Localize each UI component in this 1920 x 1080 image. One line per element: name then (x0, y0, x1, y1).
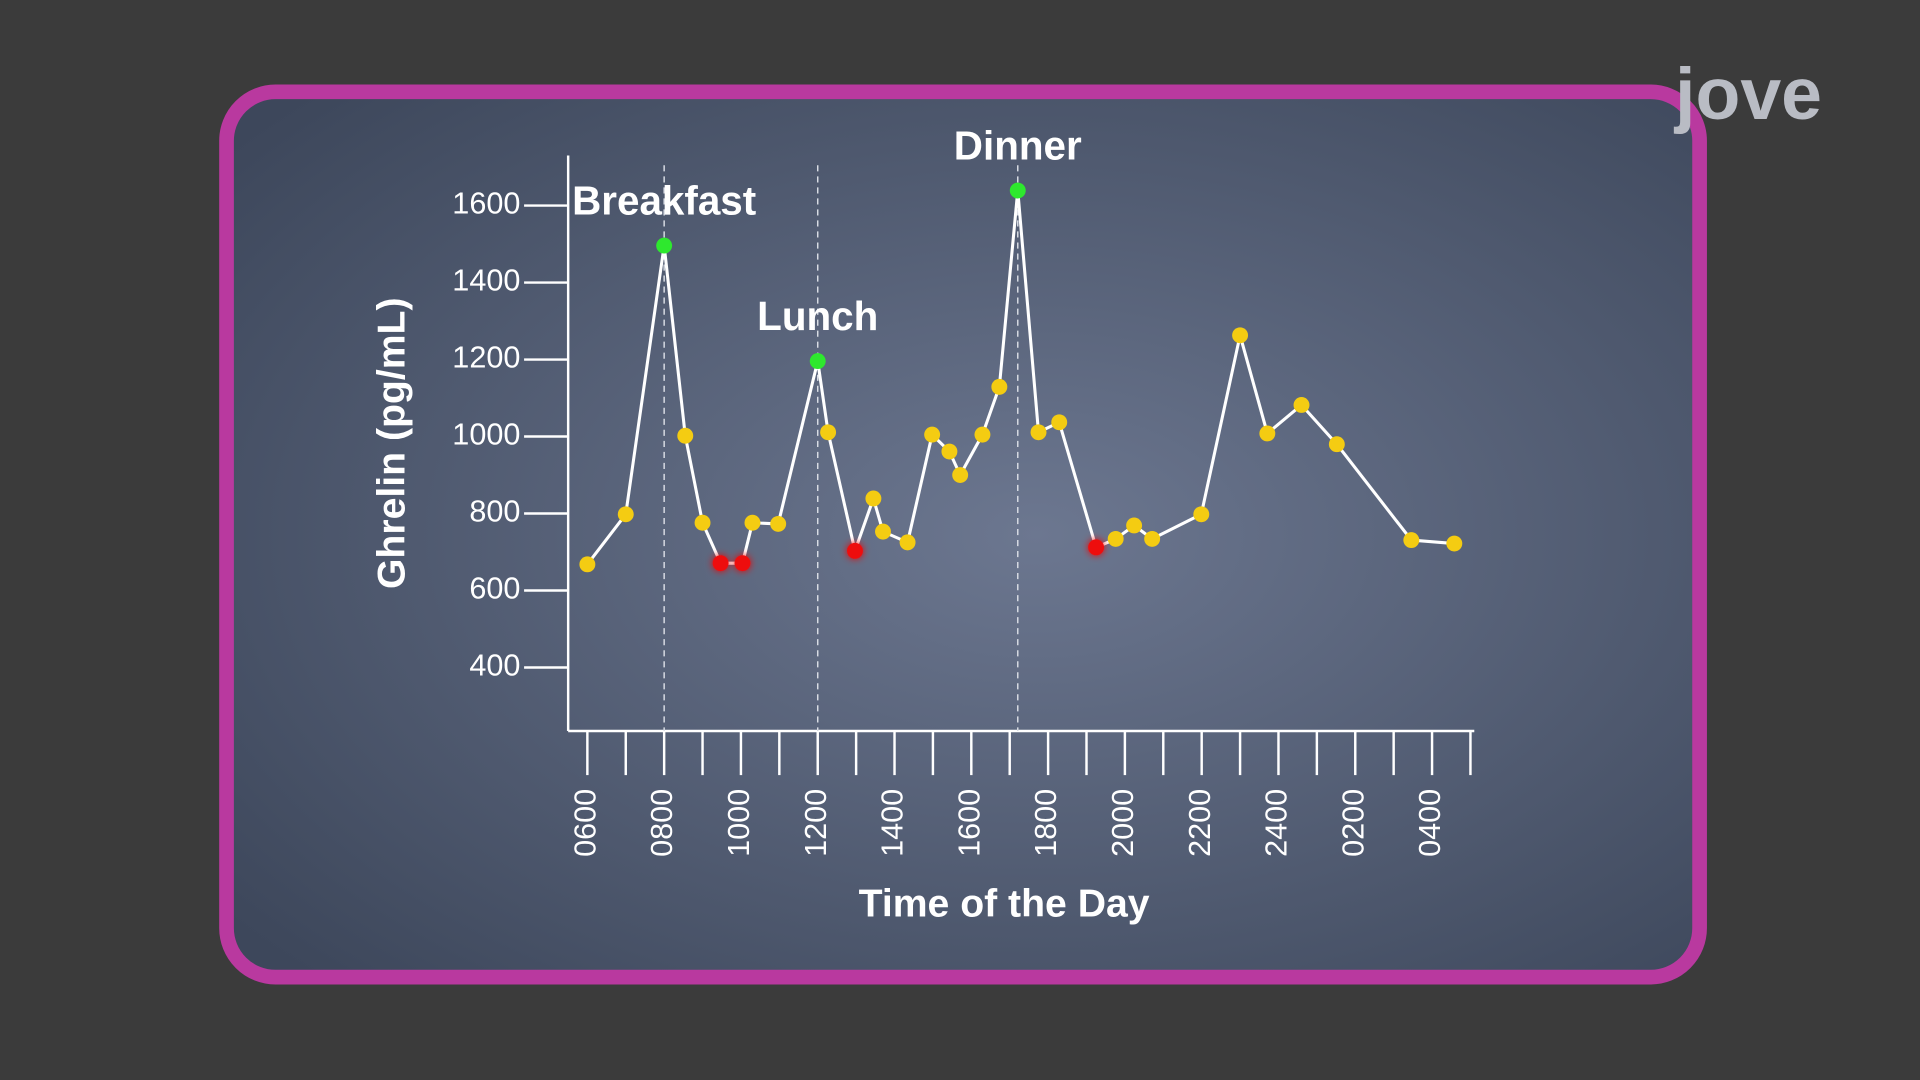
data-point (1144, 530, 1161, 547)
x-tick-label: 1000 (722, 789, 756, 857)
data-point (1232, 327, 1249, 344)
data-point (1403, 532, 1420, 549)
x-tick-label: 0800 (645, 789, 679, 857)
annotation: Breakfast (572, 178, 756, 224)
data-point (865, 490, 882, 507)
y-tick-label: 1000 (452, 418, 520, 452)
data-point (847, 542, 863, 559)
x-tick-label: 0200 (1336, 789, 1370, 857)
y-tick-label: 600 (469, 572, 520, 606)
x-tick-label: 1400 (876, 789, 910, 857)
x-tick-label: 0600 (568, 789, 602, 857)
y-tick-label: 400 (469, 649, 520, 683)
data-point (1446, 535, 1463, 552)
data-point (744, 514, 761, 531)
data-point (712, 555, 729, 572)
data-point (952, 467, 969, 483)
x-tick-label: 2200 (1183, 789, 1217, 857)
y-tick-label: 1600 (452, 187, 520, 221)
x-tick-label: 1800 (1029, 789, 1063, 857)
data-point (617, 506, 634, 523)
annotation: Dinner (954, 123, 1082, 169)
data-point (1009, 182, 1026, 199)
data-point (809, 353, 826, 370)
data-point (820, 424, 837, 441)
data-point (991, 378, 1008, 395)
data-point (1126, 517, 1143, 534)
data-point (1051, 414, 1068, 431)
x-tick-label: 2000 (1106, 789, 1140, 857)
data-point (677, 427, 694, 444)
data-point (656, 237, 673, 254)
data-point (1193, 506, 1210, 523)
data-point (1293, 397, 1310, 413)
data-point (1030, 424, 1047, 441)
data-line (586, 189, 1455, 566)
x-tick-label: 1600 (952, 789, 986, 857)
data-point (734, 555, 751, 572)
logo: jove (1673, 52, 1822, 135)
x-tick-label: 0400 (1413, 789, 1447, 857)
annotation: Lunch (757, 293, 878, 339)
data-point (899, 534, 916, 551)
x-axis-label: Time of the Day (859, 882, 1150, 925)
data-point (1088, 539, 1105, 556)
data-point (974, 426, 991, 443)
y-tick-label: 1400 (452, 264, 520, 298)
x-tick-label: 1200 (799, 789, 833, 857)
data-point (694, 514, 711, 531)
data-point (1107, 530, 1124, 547)
data-point (579, 556, 596, 573)
data-point (875, 523, 891, 540)
frame (219, 84, 1707, 985)
data-point (770, 515, 787, 532)
data-point (1328, 436, 1345, 453)
data-point (1259, 425, 1276, 442)
y-tick-label: 800 (469, 495, 520, 529)
data-point (924, 426, 941, 443)
y-axis-label: Ghrelin (pg/mL) (371, 297, 414, 589)
y-tick-label: 1200 (452, 341, 520, 375)
x-tick-label: 2400 (1260, 789, 1294, 857)
data-point (941, 443, 958, 460)
